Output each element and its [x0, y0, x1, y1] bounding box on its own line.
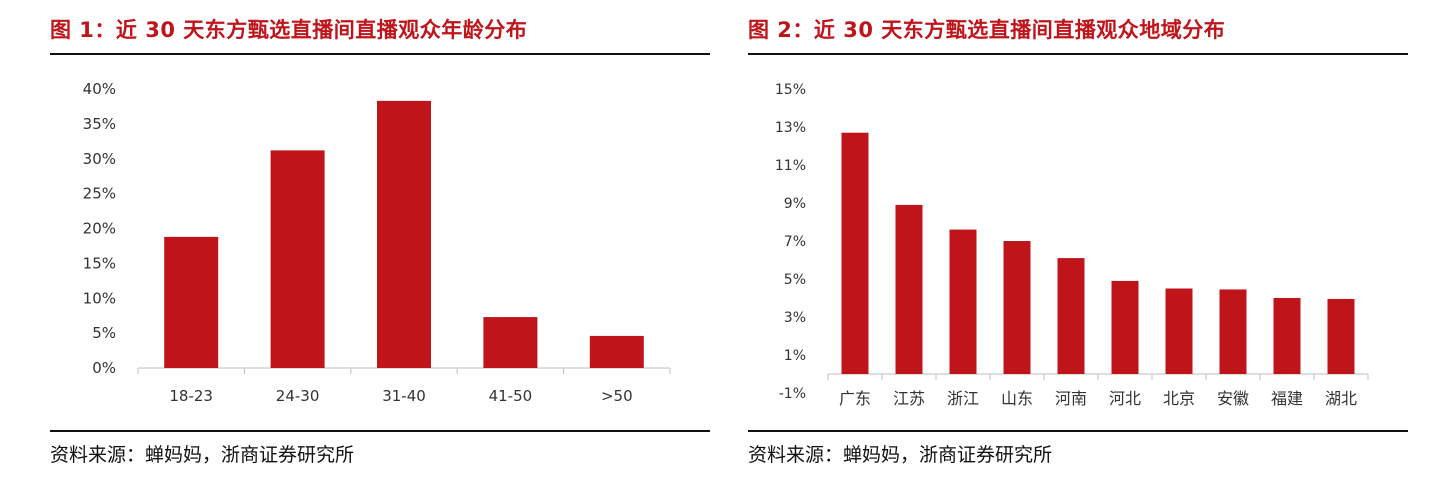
y-tick-label: -1% [779, 386, 806, 402]
x-tick-label: 广东 [839, 389, 871, 408]
y-tick-label: 25% [83, 185, 116, 203]
y-tick-label: 40% [83, 80, 116, 98]
y-tick-label: 5% [92, 324, 116, 342]
x-tick-label: >50 [601, 387, 633, 405]
bar [949, 229, 977, 374]
bar [1057, 258, 1085, 374]
x-tick-label: 湖北 [1325, 389, 1357, 408]
y-tick-label: 13% [775, 120, 806, 136]
figure-1-title: 图 1：近 30 天东方甄选直播间直播观众年龄分布 [50, 18, 528, 42]
y-tick-label: 5% [784, 272, 806, 288]
figure-2-title: 图 2：近 30 天东方甄选直播间直播观众地域分布 [748, 18, 1226, 42]
figure-1-top-rule [50, 53, 710, 55]
y-tick-label: 15% [775, 82, 806, 98]
x-tick-label: 31-40 [382, 387, 426, 405]
bar [377, 100, 431, 369]
figure-2-bottom-rule [748, 430, 1408, 432]
figure-1-bottom-rule [50, 430, 710, 432]
x-tick-label: 河南 [1055, 389, 1087, 408]
y-tick-label: 0% [92, 359, 116, 377]
bar [483, 317, 538, 368]
x-tick-label: 18-23 [169, 387, 213, 405]
figure-2-top-rule [748, 53, 1408, 55]
bar [164, 236, 219, 368]
figure-1-panel: 图 1：近 30 天东方甄选直播间直播观众年龄分布 0% 5% 10% 15% 20% 2… [50, 0, 710, 498]
x-tick-label: 福建 [1271, 389, 1303, 408]
y-tick-label: 30% [83, 150, 116, 168]
y-tick-label: 3% [784, 310, 806, 326]
bar [1273, 298, 1301, 374]
age-distribution-chart: 0% 5% 10% 15% 20% 25% 30% 35% 40% 18-23 24-30 31-40… [83, 80, 671, 405]
x-tick-label: 安徽 [1217, 389, 1249, 408]
bar [270, 150, 325, 368]
figure-2-panel: 图 2：近 30 天东方甄选直播间直播观众地域分布 -1% 1% 3% 5% 7% 9% 1… [748, 0, 1408, 498]
x-tick-label: 河北 [1109, 389, 1141, 408]
bar [895, 204, 923, 374]
y-tick-label: 35% [83, 115, 116, 133]
bar [1219, 289, 1247, 374]
y-tick-label: 7% [784, 234, 806, 250]
x-tick-label: 北京 [1163, 389, 1195, 408]
bar [1165, 288, 1193, 374]
x-tick-label: 24-30 [276, 387, 320, 405]
y-tick-label: 11% [775, 158, 806, 174]
y-tick-label: 1% [784, 348, 806, 364]
region-distribution-chart: -1% 1% 3% 5% 7% 9% 11% 13% 15% 广东 江苏 浙江 山东 河南 河北 北京 安徽 福建… [775, 82, 1369, 408]
bar [589, 335, 644, 368]
y-tick-label: 20% [83, 220, 116, 238]
x-tick-label: 江苏 [893, 389, 925, 408]
bar [841, 132, 869, 374]
y-tick-label: 15% [83, 254, 116, 272]
x-tick-label: 41-50 [489, 387, 533, 405]
x-tick-label: 浙江 [947, 389, 979, 408]
y-tick-label: 9% [784, 196, 806, 212]
bar [1111, 280, 1139, 374]
y-tick-label: 10% [83, 289, 116, 307]
bar [1327, 298, 1355, 374]
figure-2-source: 资料来源：蝉妈妈，浙商证券研究所 [748, 444, 1053, 466]
bar [1003, 241, 1031, 374]
figure-1-source: 资料来源：蝉妈妈，浙商证券研究所 [50, 444, 355, 466]
x-tick-label: 山东 [1001, 389, 1033, 408]
